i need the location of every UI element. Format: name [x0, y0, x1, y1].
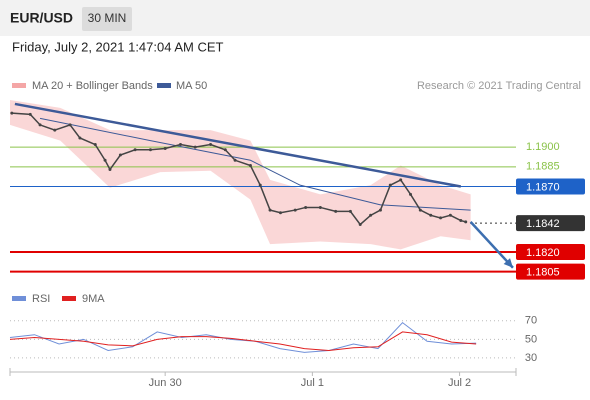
datetime: Friday, July 2, 2021 1:47:04 AM CET [12, 39, 224, 54]
trendline [14, 102, 462, 188]
price-point [388, 183, 392, 187]
legend-label: 9MA [82, 293, 105, 305]
y-tick-label: 30 [525, 352, 537, 364]
price-point [369, 213, 373, 217]
price-point [448, 213, 452, 217]
level-badge [516, 178, 585, 195]
legend-label: RSI [32, 293, 50, 305]
x-tick-label: Jul 2 [448, 377, 471, 389]
price-point [103, 158, 107, 162]
price-point [318, 205, 322, 209]
price-point [93, 143, 97, 147]
price-point [108, 167, 112, 171]
price-point [348, 209, 352, 213]
y-tick-label: 50 [525, 333, 537, 345]
price-point [118, 153, 122, 157]
price-point [418, 208, 422, 212]
price-point [258, 183, 262, 187]
legend-label: MA 20 + Bollinger Bands [32, 80, 153, 92]
price-point [148, 148, 152, 152]
legend-swatch [62, 296, 76, 301]
forecast-arrow [469, 221, 514, 269]
level-label: 1.1805 [526, 267, 560, 279]
level-badge [516, 244, 585, 260]
timeframe-badge[interactable] [82, 7, 132, 31]
legend-label: MA 50 [176, 80, 207, 92]
legend-swatch [12, 296, 26, 301]
price-point [193, 145, 197, 149]
level-label: 1.1820 [526, 247, 560, 259]
indicator-line [9, 331, 477, 352]
y-tick-label: 70 [525, 315, 537, 327]
price-point [399, 178, 403, 182]
bollinger-band [10, 100, 471, 250]
price-point [268, 208, 272, 212]
price-point [439, 216, 443, 220]
price-point [209, 143, 213, 147]
price-point [233, 158, 237, 162]
price-point [163, 146, 167, 150]
price-point [53, 128, 57, 132]
indicator-line [9, 321, 477, 353]
price-point [278, 211, 282, 215]
price-point [358, 222, 362, 226]
timeframe[interactable]: 30 MIN [88, 11, 127, 25]
price-point [293, 208, 297, 212]
price-point [78, 136, 82, 140]
level-badge [516, 263, 585, 280]
price-point [409, 192, 413, 196]
price-point [248, 164, 252, 168]
x-tick-label: Jun 30 [149, 377, 182, 389]
price-point [304, 205, 308, 209]
price-point [133, 148, 137, 152]
price-point [334, 209, 338, 213]
price-point [464, 220, 468, 224]
price-point [38, 123, 42, 127]
price-point [28, 112, 32, 116]
legend-swatch [157, 83, 171, 88]
level-label: 1.1900 [526, 141, 560, 153]
legend-swatch [12, 83, 26, 88]
price-point [429, 213, 433, 217]
price-point [223, 148, 227, 152]
level-badge [516, 215, 585, 232]
level-label: 1.1870 [526, 181, 560, 193]
price-point [179, 143, 183, 147]
price-point [378, 208, 382, 212]
x-tick-label: Jul 1 [301, 377, 324, 389]
price-point [10, 111, 14, 115]
credit: Research © 2021 Trading Central [417, 80, 581, 92]
level-label: 1.1885 [526, 161, 560, 173]
level-label: 1.1842 [526, 218, 560, 230]
price-point [68, 123, 72, 127]
arrow-head [503, 258, 513, 268]
ma-line [39, 117, 471, 211]
symbol: EUR/USD [10, 10, 73, 26]
price-point [459, 219, 463, 223]
